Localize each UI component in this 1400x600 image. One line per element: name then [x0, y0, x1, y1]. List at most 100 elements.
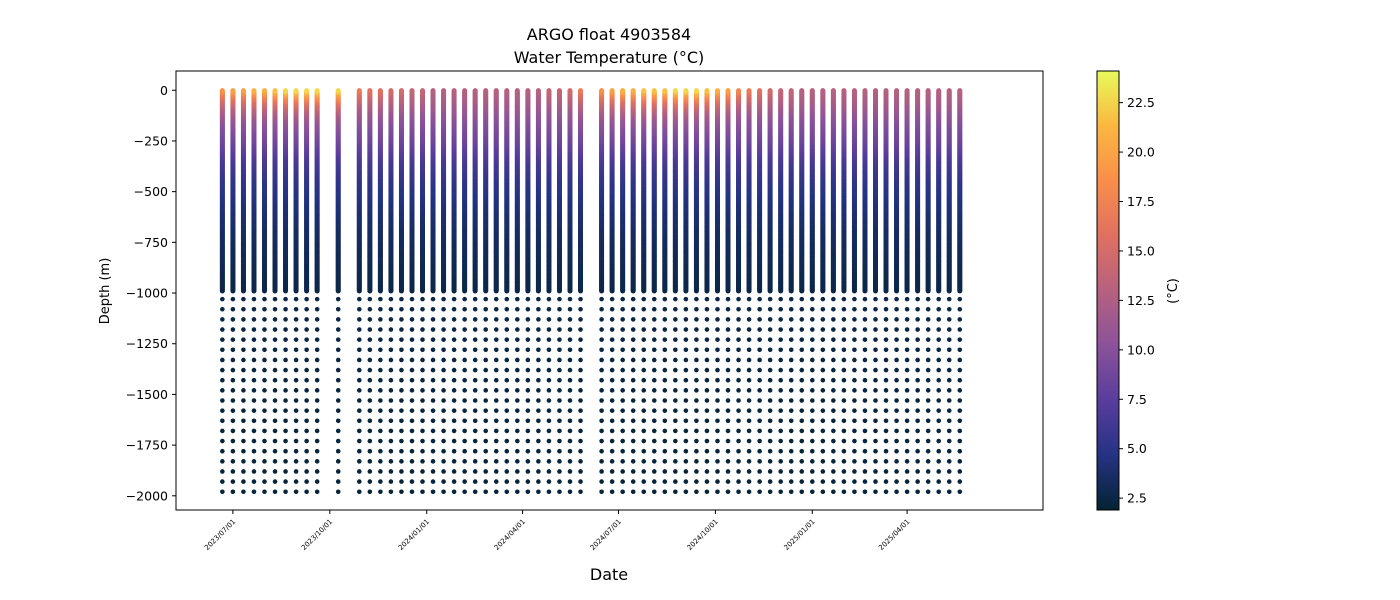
data-point: [283, 88, 289, 94]
data-point: [314, 296, 320, 302]
data-point: [293, 489, 299, 495]
data-point: [367, 448, 373, 454]
profile-2023-12-08: [398, 88, 404, 495]
data-point: [388, 296, 394, 302]
data-point: [335, 337, 341, 342]
data-point: [220, 408, 225, 413]
data-point: [367, 357, 373, 363]
data-point: [272, 489, 278, 495]
data-point: [272, 479, 278, 484]
data-point: [283, 448, 288, 454]
data-point: [430, 327, 436, 332]
data-point: [430, 347, 436, 353]
data-point: [272, 388, 278, 393]
data-point: [388, 327, 394, 332]
data-point: [283, 489, 288, 495]
data-point: [409, 347, 415, 353]
data-point: [230, 337, 236, 342]
data-point: [304, 479, 309, 484]
data-point: [388, 306, 394, 312]
data-point: [409, 418, 415, 424]
data-point: [241, 306, 246, 312]
data-point: [251, 347, 257, 353]
data-point: [241, 428, 246, 434]
data-point: [230, 296, 236, 302]
data-point: [409, 438, 415, 444]
data-point: [272, 448, 278, 454]
data-point: [409, 306, 415, 312]
data-point: [251, 459, 257, 464]
data-point: [388, 88, 394, 94]
data-point: [262, 306, 267, 312]
data-point: [251, 418, 257, 424]
data-point: [272, 306, 278, 312]
profile-2023-08-10: [272, 88, 278, 495]
chart-subtitle: Water Temperature (°C): [514, 48, 704, 67]
data-point: [357, 489, 362, 495]
data-point: [272, 317, 278, 322]
data-point: [378, 327, 383, 332]
data-point: [367, 296, 373, 302]
data-point: [304, 428, 309, 434]
data-point: [314, 398, 320, 403]
data-point: [420, 377, 425, 383]
data-point: [251, 388, 257, 393]
data-point: [262, 418, 267, 424]
data-point: [272, 377, 278, 383]
data-point: [335, 88, 341, 94]
data-point: [262, 438, 267, 444]
data-point: [367, 388, 373, 393]
data-point: [409, 428, 415, 434]
data-point: [230, 408, 236, 413]
data-point: [377, 88, 383, 94]
data-point: [409, 448, 415, 454]
data-point: [283, 357, 288, 363]
data-point: [335, 428, 341, 434]
data-point: [314, 469, 320, 474]
data-point: [399, 408, 404, 413]
data-point: [399, 347, 404, 353]
data-point: [230, 428, 236, 434]
data-point: [430, 398, 436, 403]
data-point: [367, 367, 373, 373]
data-point: [430, 489, 436, 495]
data-point: [420, 408, 425, 413]
data-point: [430, 479, 436, 484]
data-point: [367, 306, 373, 312]
data-point: [357, 418, 362, 424]
data-point: [399, 428, 404, 434]
data-point: [262, 448, 267, 454]
data-point: [409, 469, 415, 474]
data-point: [335, 459, 341, 464]
data-point: [367, 438, 373, 444]
data-point: [304, 357, 309, 363]
data-point: [219, 88, 225, 94]
data-point: [357, 377, 362, 383]
data-point: [262, 479, 267, 484]
data-point: [378, 469, 383, 474]
data-point: [420, 459, 425, 464]
data-point: [241, 367, 246, 373]
data-point: [388, 357, 394, 363]
data-point: [357, 408, 362, 413]
data-point: [388, 479, 394, 484]
data-point: [230, 317, 236, 322]
data-point: [314, 479, 320, 484]
data-point: [357, 337, 362, 342]
data-point: [314, 438, 320, 444]
data-point: [293, 438, 299, 444]
data-point: [230, 347, 236, 353]
data-point: [335, 377, 341, 383]
data-point: [241, 327, 246, 332]
data-point: [357, 357, 362, 363]
data-point: [220, 327, 225, 332]
profile-2023-10-29: [356, 88, 362, 495]
data-point: [272, 347, 278, 353]
data-point: [293, 347, 299, 353]
data-point: [399, 448, 404, 454]
data-point: [335, 489, 341, 495]
data-point: [314, 408, 320, 413]
data-point: [251, 469, 257, 474]
data-point: [357, 306, 362, 312]
data-point: [430, 388, 436, 393]
